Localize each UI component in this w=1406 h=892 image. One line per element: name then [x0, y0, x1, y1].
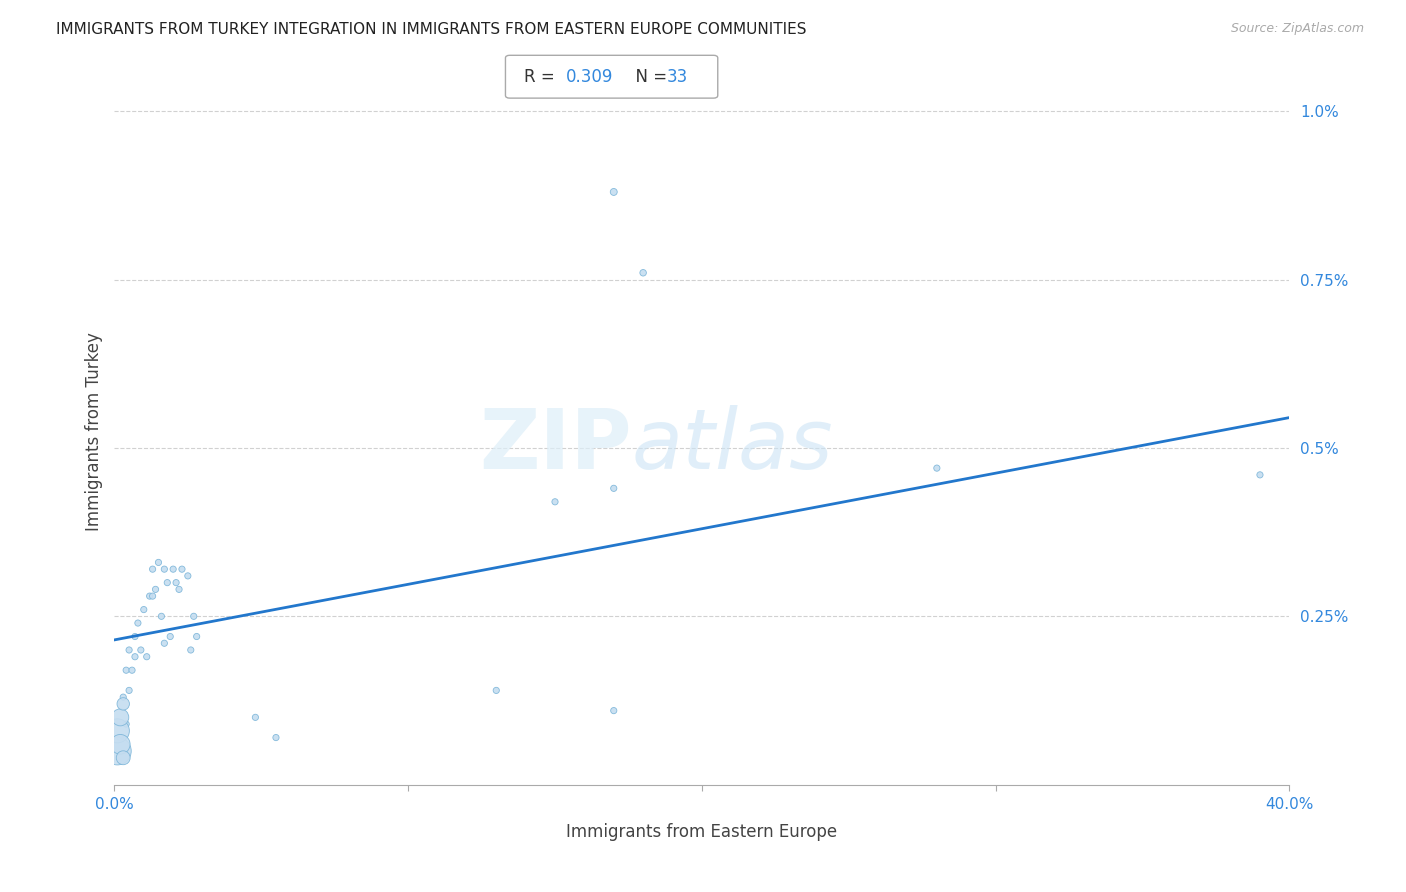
- Text: R =: R =: [524, 68, 560, 86]
- Point: [603, 481, 626, 495]
- Point: [129, 643, 152, 657]
- Point: [115, 717, 138, 731]
- Point: [124, 630, 146, 644]
- Point: [110, 731, 132, 745]
- Point: [245, 710, 267, 724]
- Point: [105, 723, 128, 738]
- Point: [112, 751, 135, 765]
- Text: IMMIGRANTS FROM TURKEY INTEGRATION IN IMMIGRANTS FROM EASTERN EUROPE COMMUNITIES: IMMIGRANTS FROM TURKEY INTEGRATION IN IM…: [56, 22, 807, 37]
- Point: [183, 609, 205, 624]
- Text: Source: ZipAtlas.com: Source: ZipAtlas.com: [1230, 22, 1364, 36]
- Point: [180, 643, 202, 657]
- Point: [138, 589, 160, 603]
- Point: [110, 710, 132, 724]
- Point: [162, 562, 184, 576]
- Point: [145, 582, 167, 597]
- Point: [170, 562, 193, 576]
- X-axis label: Immigrants from Eastern Europe: Immigrants from Eastern Europe: [567, 823, 838, 841]
- Point: [112, 697, 135, 711]
- Point: [264, 731, 287, 745]
- Point: [544, 495, 567, 509]
- Text: 0.309: 0.309: [565, 68, 613, 86]
- Text: ZIP: ZIP: [479, 405, 631, 486]
- Point: [603, 704, 626, 718]
- Point: [156, 575, 179, 590]
- Point: [118, 643, 141, 657]
- FancyBboxPatch shape: [506, 55, 717, 98]
- Point: [118, 683, 141, 698]
- Point: [135, 649, 157, 664]
- Point: [631, 266, 654, 280]
- Text: 33: 33: [666, 68, 689, 86]
- Point: [1249, 467, 1271, 482]
- Text: N =: N =: [624, 68, 672, 86]
- Point: [142, 589, 165, 603]
- Point: [127, 615, 149, 630]
- Point: [177, 569, 200, 583]
- Point: [105, 744, 128, 758]
- Point: [142, 562, 165, 576]
- Point: [124, 649, 146, 664]
- Point: [150, 609, 173, 624]
- Point: [186, 630, 208, 644]
- Point: [121, 663, 143, 677]
- Point: [112, 690, 135, 705]
- Y-axis label: Immigrants from Turkey: Immigrants from Turkey: [86, 332, 103, 531]
- Point: [115, 663, 138, 677]
- Point: [132, 602, 155, 616]
- Point: [925, 461, 948, 475]
- Point: [148, 556, 170, 570]
- Point: [159, 630, 181, 644]
- Point: [153, 562, 176, 576]
- Point: [165, 575, 187, 590]
- Point: [485, 683, 508, 698]
- Text: atlas: atlas: [631, 405, 832, 486]
- Point: [110, 737, 132, 751]
- Point: [603, 185, 626, 199]
- Point: [153, 636, 176, 650]
- Point: [167, 582, 190, 597]
